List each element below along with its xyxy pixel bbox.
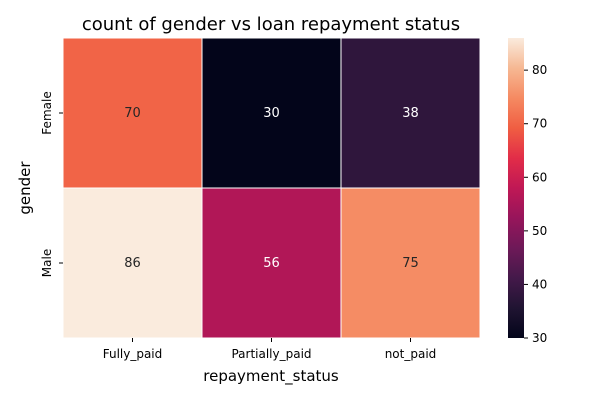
x-tick-labels: Fully_paid Partially_paid not_paid [103,338,437,361]
colorbar-tick-label: 30 [532,331,547,345]
y-tick-labels: Female Male [40,91,63,277]
colorbar-tick-label: 60 [532,170,547,184]
colorbar-tick-label: 80 [532,63,547,77]
colorbar-gradient [508,38,524,338]
y-tick-label: Female [40,91,54,134]
x-tick-label: not_paid [385,347,437,361]
colorbar-tick-label: 70 [532,117,547,131]
cell-value-label: 70 [124,106,141,121]
cell-value-label: 30 [263,106,280,121]
x-tick-label: Partially_paid [231,347,311,361]
heatmap-cell [201,37,342,189]
heatmap-cell [340,187,481,339]
heatmap-cell [62,187,203,339]
cell-value-label: 75 [402,256,419,271]
y-tick-label: Male [40,249,54,277]
colorbar-tick-label: 50 [532,224,547,238]
heatmap-cell [201,187,342,339]
x-axis-label: repayment_status [203,367,339,386]
colorbar-tick-label: 40 [532,277,547,291]
chart-title: count of gender vs loan repayment status [82,14,460,35]
colorbar: 30 40 50 60 70 80 [508,38,547,345]
heatmap-cell [62,37,203,189]
cell-value-label: 38 [402,106,419,121]
y-axis-label: gender [16,161,34,215]
heatmap-cells: 70 30 38 86 56 75 [62,37,481,339]
cell-value-label: 56 [263,256,280,271]
heatmap-cell [340,37,481,189]
x-tick-label: Fully_paid [103,347,163,361]
cell-value-label: 86 [124,256,141,271]
